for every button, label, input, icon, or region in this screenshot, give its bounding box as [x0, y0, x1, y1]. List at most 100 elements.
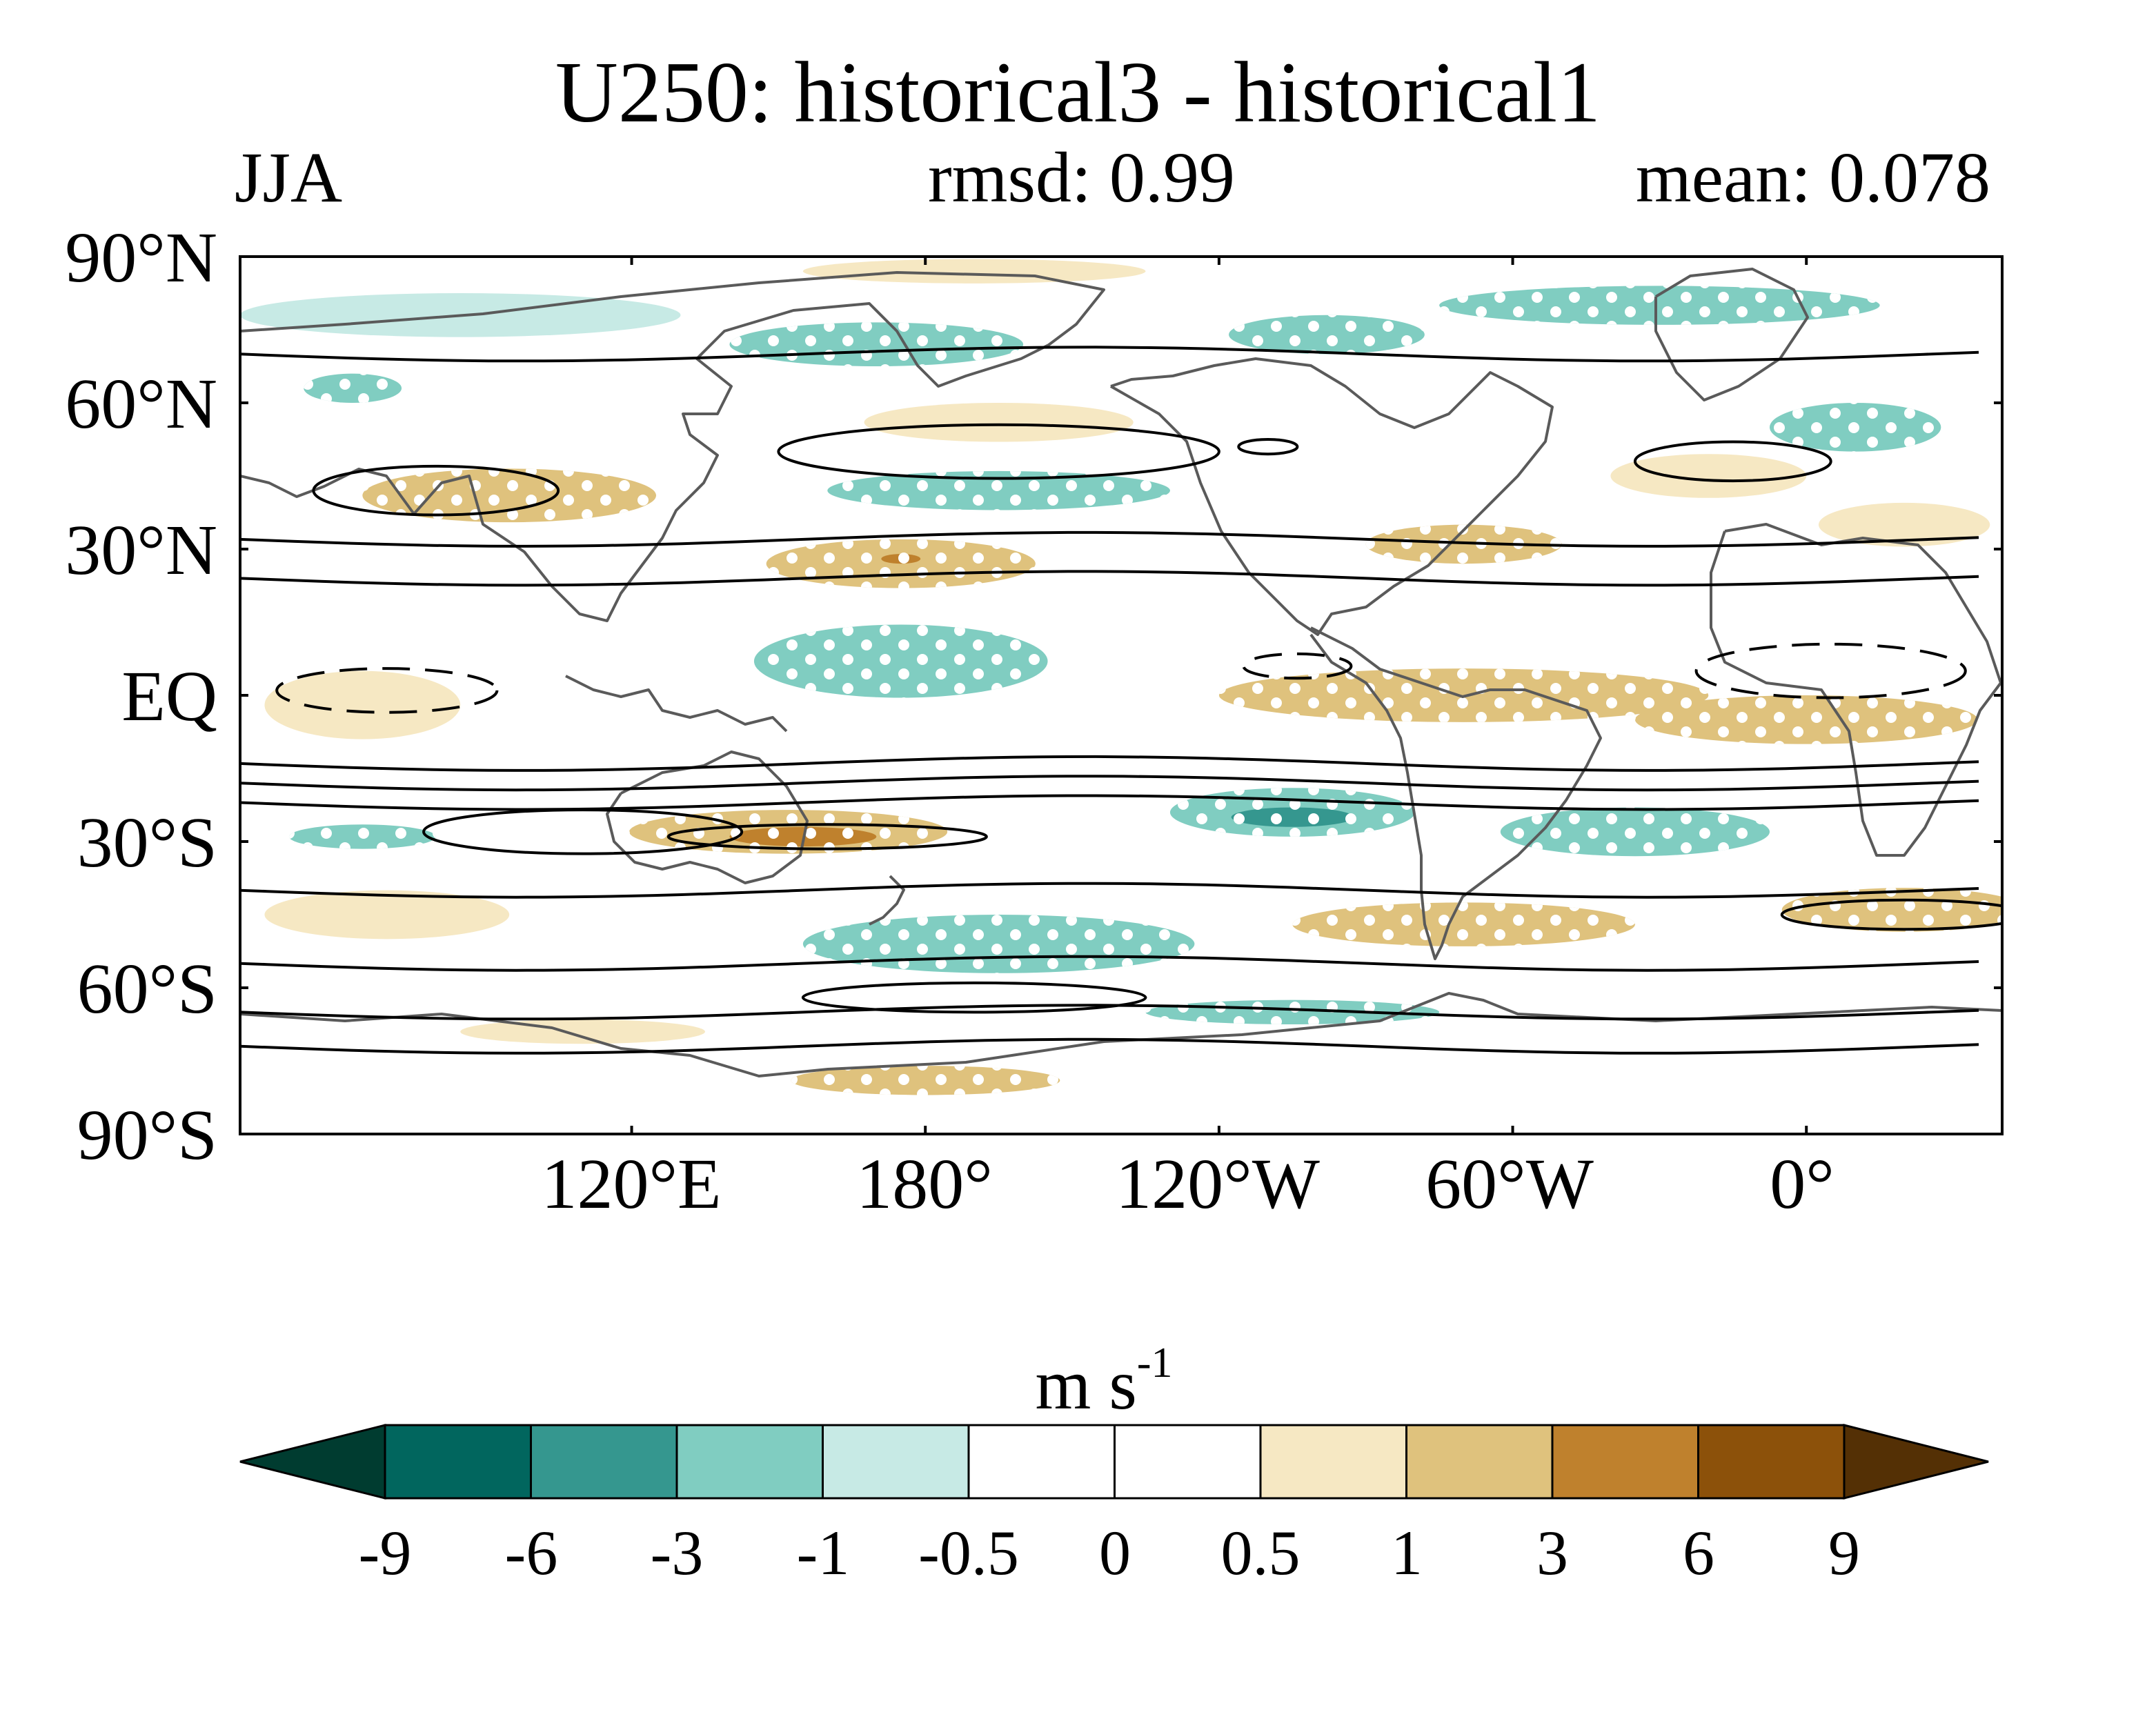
- significance-stipple: [362, 468, 657, 523]
- significance-stipple: [1634, 695, 1978, 744]
- colorbar-extend-max: [1843, 1424, 1989, 1500]
- colorbar-swatch: [1697, 1424, 1846, 1500]
- colorbar-tick-label: -6: [504, 1518, 558, 1588]
- significance-stipple: [1770, 403, 1941, 452]
- jet-contour: [422, 808, 744, 855]
- zonal-wind-contour: [240, 794, 1979, 811]
- zonal-wind-contour: [240, 755, 1979, 772]
- eurasia-coastline: [240, 271, 1105, 622]
- significance-stipple: [791, 1066, 1060, 1095]
- south-america-coastline: [1309, 626, 1602, 960]
- colorbar-tick-label: 0.5: [1220, 1518, 1300, 1588]
- colorbar-tick-label: -1: [796, 1518, 850, 1588]
- contour-layer: [240, 346, 2002, 1055]
- units-base: m s: [1035, 1345, 1137, 1424]
- x-tick-label-120e: 120°E: [541, 1144, 722, 1224]
- x-tick-label-180: 180°: [856, 1144, 993, 1224]
- jet-contour: [1780, 898, 2002, 931]
- y-tick-label-30n: 30°N: [65, 510, 217, 590]
- australia-coastline: [606, 750, 809, 884]
- colorbar-swatch: [967, 1424, 1116, 1500]
- jet-contour: [1633, 440, 1832, 483]
- figure-title: U250: historical3 - historical1: [555, 45, 1601, 141]
- colorbar-swatch: [1114, 1424, 1262, 1500]
- colorbar-tick-label: 9: [1828, 1518, 1860, 1588]
- jet-contour: [801, 981, 1147, 1014]
- north-america-coastline: [1110, 357, 1554, 636]
- significance-stipple: [304, 373, 402, 403]
- colorbar-swatch: [530, 1424, 678, 1500]
- colorbar-tick-label: -9: [358, 1518, 412, 1588]
- colorbar-extend-min: [239, 1424, 386, 1500]
- significance-stipple: [1169, 788, 1415, 837]
- zonal-wind-contour: [240, 955, 1979, 972]
- maritime-continent-coastline: [565, 675, 788, 733]
- colorbar-swatch: [1551, 1424, 1699, 1500]
- map-background: [240, 257, 2002, 1134]
- significance-stipple: [288, 824, 436, 849]
- colorbar-swatch: [1259, 1424, 1407, 1500]
- zonal-wind-contour: [240, 346, 1979, 363]
- colorbar-swatch: [1405, 1424, 1554, 1500]
- colorbar-swatch: [675, 1424, 824, 1500]
- y-tick-label-90n: 90°N: [65, 218, 217, 297]
- y-tick-label-eq: EQ: [121, 657, 217, 736]
- easterly-contour: [1694, 642, 1967, 699]
- easterly-contour: [1242, 652, 1353, 680]
- units-exponent: -1: [1136, 1340, 1173, 1386]
- significance-stipple: [629, 810, 948, 854]
- zonal-wind-contour: [240, 775, 1979, 792]
- anomaly-region: [802, 259, 1146, 284]
- anomaly-region: [1818, 502, 1990, 547]
- significance-stipple: [1781, 888, 2002, 932]
- africa-coastline: [1710, 523, 2002, 857]
- rmsd-label: rmsd: 0.99: [928, 138, 1235, 217]
- antarctica-coastline: [240, 992, 2002, 1077]
- anomaly-region: [864, 403, 1134, 442]
- y-tick-label-30s: 30°S: [77, 803, 217, 882]
- x-tick-label-60w: 60°W: [1425, 1144, 1594, 1224]
- y-tick-label-60s: 60°S: [77, 949, 217, 1028]
- anomaly-region: [264, 890, 510, 939]
- zonal-wind-contour: [240, 1037, 1979, 1055]
- colorbar-tick-label: 3: [1536, 1518, 1568, 1588]
- colorbar: [239, 1424, 1989, 1500]
- significance-stipple: [802, 915, 1195, 973]
- zonal-wind-contour: [240, 570, 1979, 587]
- significance-stipple: [1500, 807, 1770, 857]
- colorbar-tick-label: 1: [1391, 1518, 1423, 1588]
- significance-stipple: [766, 539, 1036, 588]
- jet-contour: [777, 423, 1220, 480]
- mean-label: mean: 0.078: [1635, 138, 1990, 217]
- significance-stipple: [827, 470, 1170, 510]
- easterly-contour: [275, 667, 499, 714]
- y-tick-label-60n: 60°N: [65, 364, 217, 444]
- jet-contour: [1237, 438, 1299, 456]
- anomaly-region: [1610, 454, 1807, 498]
- colorbar-tick-label: 6: [1683, 1518, 1714, 1588]
- colorbar-tick-label: -0.5: [918, 1518, 1019, 1588]
- significance-stipple: [1229, 315, 1425, 355]
- zonal-wind-contour: [240, 882, 1979, 899]
- significance-stipple: [753, 624, 1048, 698]
- tick-layer: [240, 255, 2002, 1135]
- season-label: JJA: [235, 138, 343, 217]
- colorbar-tick-label: -3: [650, 1518, 704, 1588]
- colorbar-swatch: [822, 1424, 970, 1500]
- new-zealand-coastline: [869, 875, 905, 926]
- colorbar-tick-label: 0: [1099, 1518, 1131, 1588]
- x-tick-label-120w: 120°W: [1116, 1144, 1320, 1224]
- anomaly-region: [460, 1019, 705, 1044]
- zonal-wind-contour: [240, 530, 1979, 548]
- anomaly-region: [264, 670, 461, 739]
- significance-stipple: [1439, 286, 1880, 325]
- significance-stipple: [729, 322, 1024, 366]
- colorbar-swatch: [384, 1424, 532, 1500]
- map-layer: [240, 259, 2002, 1095]
- x-tick-label-0: 0°: [1770, 1144, 1834, 1224]
- jet-contour: [666, 823, 988, 851]
- jet-contour: [312, 464, 560, 517]
- colorbar-units: m s-1: [0, 1342, 2156, 1421]
- y-tick-label-90s: 90°S: [77, 1095, 217, 1175]
